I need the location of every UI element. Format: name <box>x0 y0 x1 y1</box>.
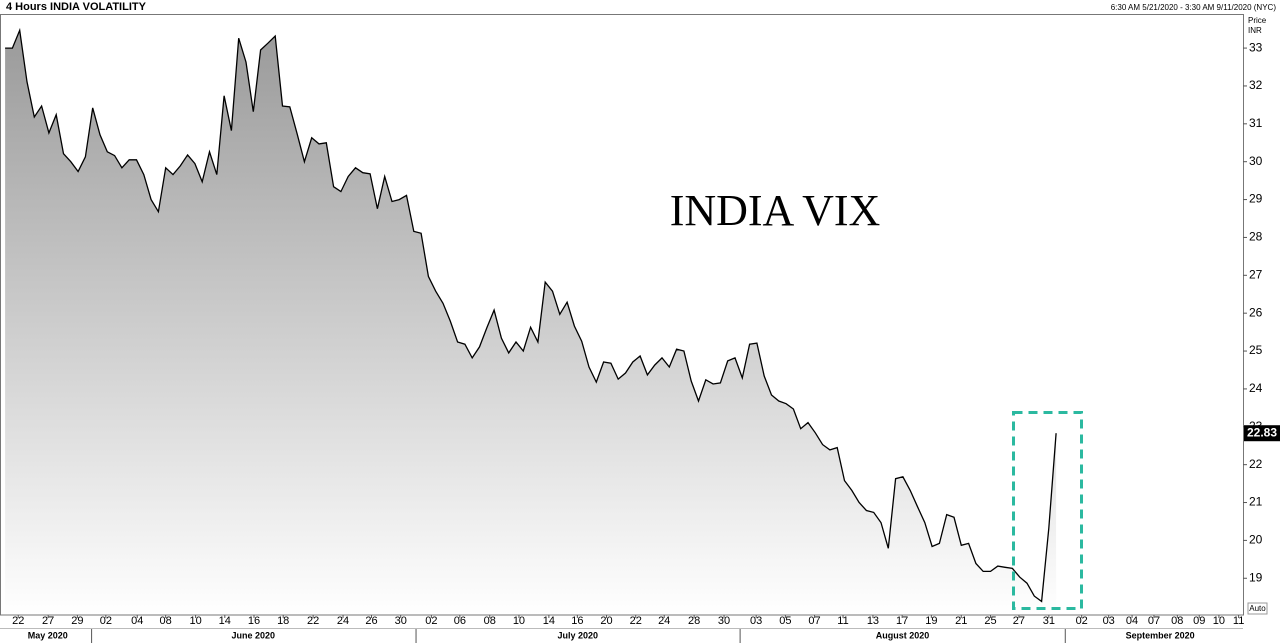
x-tick-label: 09 <box>1193 615 1205 627</box>
x-tick-label: 24 <box>658 615 670 627</box>
plot-frame <box>0 14 1244 616</box>
x-tick-label: 10 <box>513 615 525 627</box>
x-tick-label: 04 <box>131 615 143 627</box>
auto-button[interactable] <box>1247 602 1268 615</box>
line <box>5 27 1057 603</box>
x-tick-label: 10 <box>1213 615 1225 627</box>
x-tick-label: 22 <box>307 615 319 627</box>
month-label: May 2020 <box>28 630 68 640</box>
x-tick-label: 26 <box>365 615 377 627</box>
x-tick-label: 17 <box>896 615 908 627</box>
x-tick-label: 03 <box>1103 615 1115 627</box>
y-tick-label: 21 <box>1249 495 1263 509</box>
chart-title: 4 Hours INDIA VOLATILITY <box>6 1 147 13</box>
x-tick-label: 28 <box>688 615 700 627</box>
y-tick-label: 24 <box>1249 381 1263 395</box>
x-tick-label: 19 <box>925 615 937 627</box>
x-tick-label: 05 <box>779 615 791 627</box>
x-tick-label: 14 <box>543 615 555 627</box>
y-tick-label: 30 <box>1249 154 1263 168</box>
x-tick-label: 04 <box>1126 615 1138 627</box>
month-label: September 2020 <box>1126 630 1195 640</box>
x-tick-label: 02 <box>425 615 437 627</box>
x-tick-label: 20 <box>600 615 612 627</box>
x-tick-label: 25 <box>984 615 996 627</box>
x-tick-label: 06 <box>454 615 466 627</box>
x-tick-label: 24 <box>337 615 349 627</box>
month-label: July 2020 <box>557 630 598 640</box>
last-value-box <box>1244 425 1280 442</box>
x-tick-label: 21 <box>955 615 967 627</box>
x-tick-label: 22 <box>630 615 642 627</box>
x-tick-label: 27 <box>1013 615 1025 627</box>
y-tick-label: 29 <box>1249 192 1263 206</box>
y-axis-title: INR <box>1248 26 1262 35</box>
y-tick-label: 27 <box>1249 267 1263 281</box>
x-tick-label: 11 <box>1233 615 1244 627</box>
x-tick-label: 18 <box>277 615 289 627</box>
x-tick-label: 02 <box>100 615 112 627</box>
x-tick-label: 29 <box>71 615 83 627</box>
x-tick-label: 30 <box>718 615 730 627</box>
x-tick-label: 13 <box>867 615 879 627</box>
x-tick-label: 02 <box>1076 615 1088 627</box>
x-tick-label: 03 <box>750 615 762 627</box>
x-tick-label: 30 <box>395 615 407 627</box>
highlight-box <box>1012 411 1083 610</box>
y-axis-title: Price <box>1248 16 1267 25</box>
y-tick-label: 20 <box>1249 533 1263 547</box>
x-tick-label: 10 <box>189 615 201 627</box>
month-label: June 2020 <box>232 630 276 640</box>
y-tick-label: 28 <box>1249 230 1263 244</box>
y-tick-label: 32 <box>1249 78 1263 92</box>
x-tick-label: 31 <box>1043 615 1055 627</box>
x-tick-label: 16 <box>248 615 260 627</box>
month-label: August 2020 <box>876 630 930 640</box>
y-tick-label: 31 <box>1249 116 1263 130</box>
plot-area <box>5 27 1057 616</box>
y-tick-label: 22 <box>1249 457 1263 471</box>
x-tick-label: 07 <box>808 615 820 627</box>
x-tick-label: 07 <box>1148 615 1160 627</box>
last-value-label: 22.83 <box>1247 425 1277 439</box>
x-tick-label: 22 <box>12 615 24 627</box>
x-tick-label: 14 <box>219 615 231 627</box>
y-tick-label: 25 <box>1249 343 1263 357</box>
x-tick-label: 08 <box>484 615 496 627</box>
x-tick-label: 11 <box>837 615 848 627</box>
x-tick-label: 27 <box>42 615 54 627</box>
x-tick-label: 08 <box>160 615 172 627</box>
y-tick-label: 33 <box>1249 40 1263 54</box>
area-fill <box>5 30 1057 616</box>
x-tick-label: 08 <box>1171 615 1183 627</box>
auto-label[interactable]: Auto <box>1249 604 1266 613</box>
y-tick-label: 19 <box>1249 570 1263 584</box>
y-tick-label: 26 <box>1249 305 1263 319</box>
date-range: 6:30 AM 5/21/2020 - 3:30 AM 9/11/2020 (N… <box>1111 3 1277 12</box>
annotation: INDIA VIX <box>670 186 881 235</box>
x-tick-label: 16 <box>571 615 583 627</box>
